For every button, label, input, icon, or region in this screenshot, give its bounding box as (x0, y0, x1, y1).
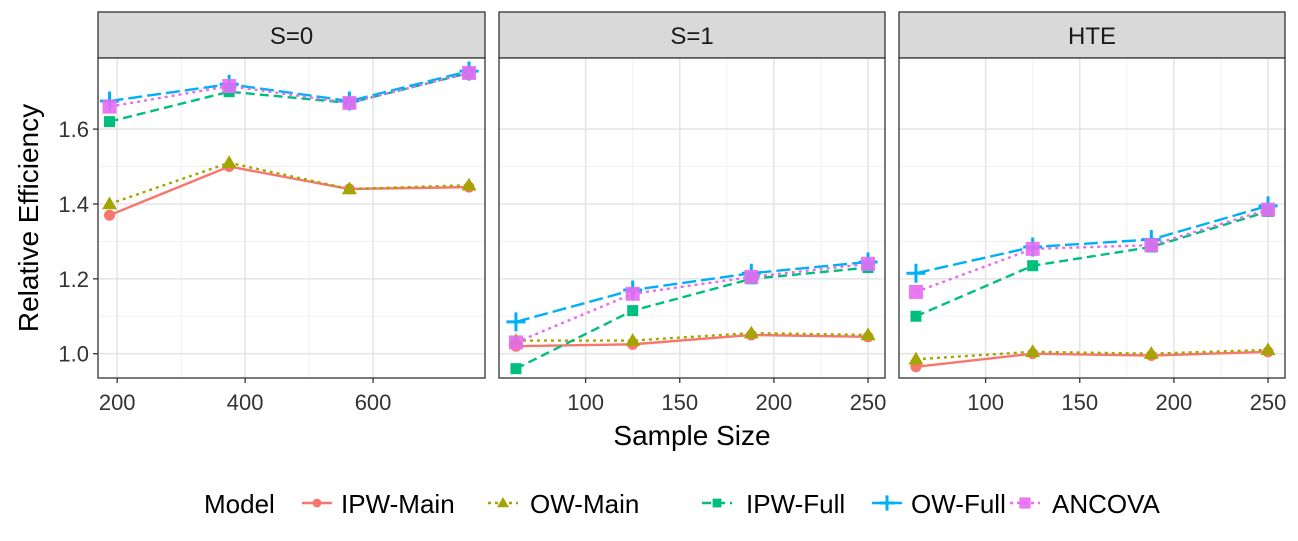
data-point-ow-main (102, 196, 118, 210)
facet-strip (898, 11, 1286, 59)
data-point-ancova (625, 286, 640, 301)
series-line-ow-main (109, 161, 470, 206)
panel-border (498, 57, 886, 379)
legend-label: IPW-Full (746, 489, 845, 519)
series-line-ipw-full (915, 210, 1269, 318)
series-line-ow-main (915, 348, 1269, 361)
x-tick-label: 100 (567, 390, 604, 415)
legend-key-marker (497, 497, 509, 508)
y-tick-label: 1.4 (58, 192, 89, 217)
series-line-ancova (515, 262, 869, 344)
data-point-ancova (861, 256, 876, 271)
legend-key-marker (712, 498, 722, 508)
data-point-ancova (222, 79, 237, 94)
data-point-ow-main (1143, 346, 1159, 359)
facet-panel-3: HTE 100 150 200 250 (898, 11, 1287, 415)
y-tick-label: 1.2 (58, 267, 89, 292)
plot-background (98, 58, 485, 378)
data-point-ancova (1025, 241, 1040, 256)
x-tick-label: 200 (99, 390, 136, 415)
legend: Model IPW-Main OW-Main IPW-Full OW-Full ANCO… (204, 489, 1161, 519)
data-point-ow-main (908, 351, 924, 365)
x-tick-label: 200 (1156, 390, 1193, 415)
legend-key-marker (1019, 497, 1031, 509)
series-line-ancova (915, 208, 1269, 294)
data-point-ancova (908, 284, 923, 299)
x-tick-label: 150 (661, 390, 698, 415)
data-point-ow-main (743, 325, 759, 339)
facet-strip-label: S=0 (270, 23, 313, 50)
data-point-ancova (102, 99, 117, 114)
series-line-ow-full (515, 260, 869, 324)
data-point-ow-main (221, 155, 237, 169)
x-tick-label: 250 (1250, 390, 1287, 415)
x-tick-label: 100 (967, 390, 1004, 415)
y-axis-title: Relative Efficiency (13, 104, 44, 332)
y-tick-label: 1.6 (58, 117, 89, 142)
x-tick-label: 600 (355, 390, 392, 415)
series-line-ipw-main (515, 333, 869, 348)
series-line-ipw-full (515, 266, 869, 370)
data-point-ow-full (506, 312, 526, 332)
facet-panel-1: S=0 200 400 600 1.0 1.2 1.4 1.6 (58, 11, 486, 415)
panel-border (898, 57, 1286, 379)
series-line-ow-full (109, 69, 470, 103)
series-line-ipw-main (915, 350, 1269, 368)
x-tick-label: 150 (1061, 390, 1098, 415)
x-tick-label: 400 (227, 390, 264, 415)
series-line-ancova (109, 71, 470, 108)
plot-background (499, 58, 885, 378)
data-point-ow-main (625, 333, 641, 346)
legend-entry-ancova: ANCOVA (1010, 489, 1161, 519)
facet-panel-2: S=1 100 150 200 250 (498, 11, 887, 415)
series-line-ipw-full (109, 71, 470, 123)
data-point-ipw-full (510, 363, 522, 375)
data-point-ipw-full (104, 116, 116, 128)
facet-strip (498, 11, 886, 59)
data-point-ow-main (461, 177, 477, 191)
legend-label: OW-Main (530, 489, 639, 519)
data-point-ow-main (860, 327, 876, 341)
legend-entry-ipw-full: IPW-Full (702, 489, 845, 519)
data-point-ipw-main (104, 209, 116, 221)
data-point-ancova (462, 65, 477, 80)
data-point-ipw-full (910, 310, 922, 322)
legend-title: Model (204, 489, 275, 519)
legend-label: IPW-Main (341, 489, 455, 519)
legend-entry-ow-full: OW-Full (872, 489, 1006, 519)
data-point-ancova (1261, 202, 1276, 217)
legend-entry-ipw-main: IPW-Main (302, 489, 455, 519)
data-point-ipw-full (1027, 260, 1039, 272)
x-tick-label: 200 (756, 390, 793, 415)
legend-label: OW-Full (911, 489, 1006, 519)
panel-border (97, 57, 486, 379)
data-point-ancova (1144, 238, 1159, 253)
y-tick-label: 1.0 (58, 342, 89, 367)
legend-key-marker (312, 498, 322, 508)
facet-strip-label: S=1 (670, 23, 713, 50)
x-tick-label: 250 (850, 390, 887, 415)
data-point-ipw-full (627, 305, 639, 317)
data-point-ow-main (1260, 342, 1276, 356)
data-point-ow-main (341, 181, 357, 195)
data-point-ancova (744, 269, 759, 284)
data-point-ow-full (906, 263, 926, 283)
facet-strip (97, 11, 486, 59)
legend-label: ANCOVA (1052, 489, 1161, 519)
x-axis-title: Sample Size (613, 420, 770, 451)
legend-key-marker (879, 495, 895, 511)
facet-strip-label: HTE (1068, 23, 1116, 50)
data-point-ancova (508, 335, 523, 350)
series-line-ow-full (915, 204, 1269, 275)
data-point-ancova (342, 95, 357, 110)
data-point-ow-main (1025, 344, 1041, 358)
legend-entry-ow-main: OW-Main (488, 489, 639, 519)
